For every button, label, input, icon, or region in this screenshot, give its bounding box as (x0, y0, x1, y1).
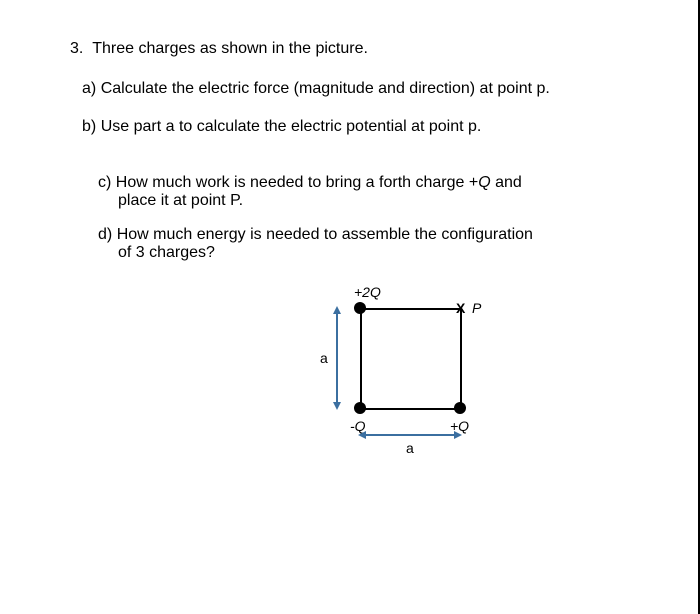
charge-top-left (354, 302, 366, 314)
part-b: b) Use part a to calculate the electric … (70, 118, 628, 136)
part-b-text: Use part a to calculate the electric pot… (101, 118, 482, 135)
dim-horizontal-arrow-right (454, 431, 462, 439)
charge-diagram: X +2Q -Q +Q P a a (300, 282, 560, 462)
point-p-marker: X (456, 300, 465, 316)
question-header: 3. Three charges as shown in the picture… (70, 40, 628, 58)
dim-horizontal-arrow-left (358, 431, 366, 439)
charge-bottom-right (454, 402, 466, 414)
charge-bottom-left (354, 402, 366, 414)
part-c-text1: How much work is needed to bring a forth… (116, 174, 478, 191)
right-line (460, 308, 462, 408)
label-top-left: +2Q (354, 284, 381, 300)
part-d: d) How much energy is needed to assemble… (70, 226, 628, 262)
question-stem: Three charges as shown in the picture. (92, 40, 368, 57)
label-point-p: P (472, 300, 481, 316)
part-a-label: a) (82, 80, 96, 97)
dim-vertical-line (336, 312, 338, 404)
label-side-a-vertical: a (320, 350, 328, 366)
part-a: a) Calculate the electric force (magnitu… (70, 80, 628, 98)
page-content: 3. Three charges as shown in the picture… (0, 0, 700, 614)
label-side-a-horizontal: a (406, 440, 414, 456)
dim-horizontal-line (364, 434, 456, 436)
part-d-text2: of 3 charges? (98, 244, 628, 262)
dim-vertical-arrow-up (333, 306, 341, 314)
part-c-label: c) (98, 174, 111, 191)
top-line (360, 308, 460, 310)
part-d-label: d) (98, 226, 112, 243)
part-c-text1-end: and (491, 174, 522, 191)
question-number: 3. (70, 40, 83, 57)
part-a-text: Calculate the electric force (magnitude … (101, 80, 550, 97)
part-b-label: b) (82, 118, 96, 135)
left-line (360, 308, 362, 408)
part-c: c) How much work is needed to bring a fo… (70, 174, 628, 210)
bottom-line (360, 408, 460, 410)
part-c-text2: place it at point P. (98, 192, 628, 210)
dim-vertical-arrow-down (333, 402, 341, 410)
part-d-text1: How much energy is needed to assemble th… (117, 226, 533, 243)
part-c-charge: Q (478, 174, 490, 191)
